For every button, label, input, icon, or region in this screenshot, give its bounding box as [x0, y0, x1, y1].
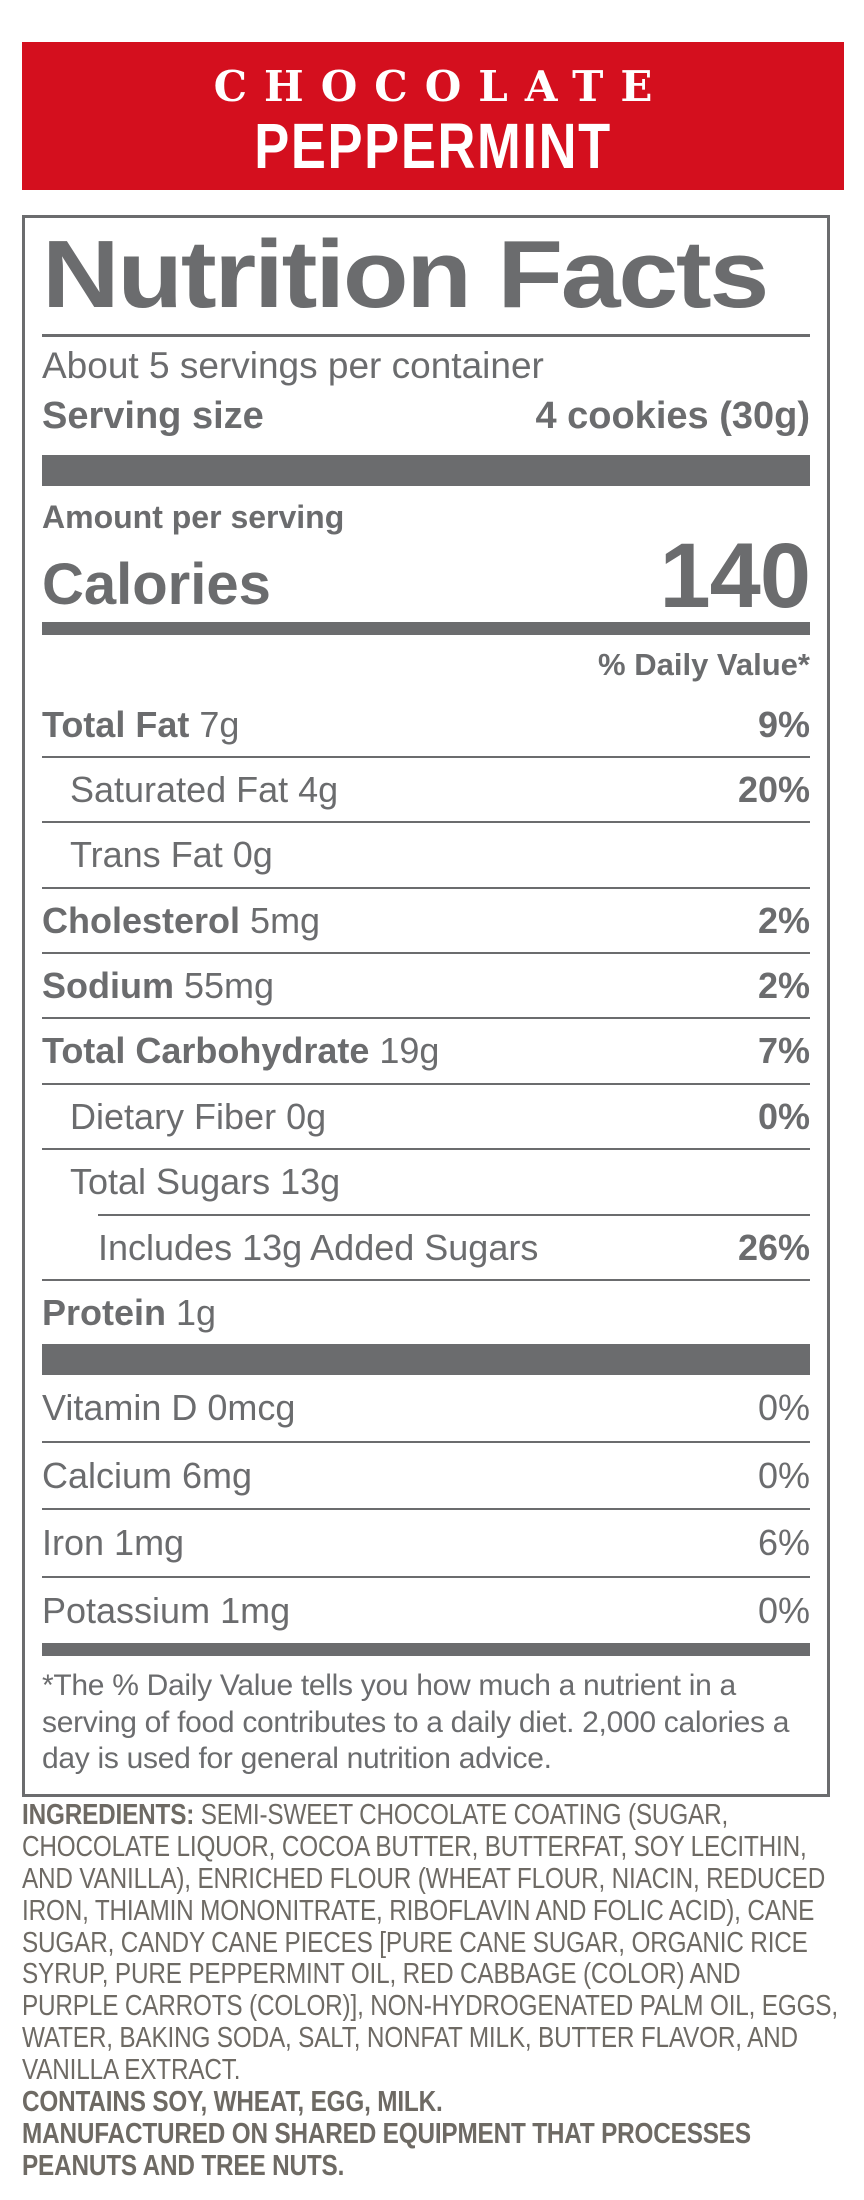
nutrient-daily-value: 2% [757, 965, 810, 1007]
calories-row: Calories 140 [42, 525, 811, 628]
vitamin-row: Calcium 6mg 0% [42, 1440, 810, 1508]
nutrient-name-amount: Cholesterol 5mg [42, 900, 320, 941]
nutrient-row: Saturated Fat 4g 20% [42, 755, 810, 821]
nutrient-amount: 0g [232, 834, 273, 876]
title-divider [42, 333, 810, 337]
nutrient-name-amount: Total Sugars 13g [42, 1161, 340, 1202]
nutrient-daily-value: 9% [757, 703, 810, 745]
nutrient-name-amount: Trans Fat 0g [42, 834, 273, 875]
nutrient-row: Sodium 55mg 2% [42, 952, 810, 1017]
vitamin-daily-value: 0% [757, 1387, 810, 1429]
nutrient-name-amount: Total Carbohydrate 19g [42, 1030, 439, 1071]
vitamin-amount: 1mg [114, 1522, 185, 1564]
nutrient-name-amount: Saturated Fat 4g [42, 769, 338, 810]
nutrient-name: Trans Fat [70, 834, 233, 876]
ingredients-label: INGREDIENTS: [22, 1799, 195, 1831]
nutrient-name-amount: Sodium 55mg [42, 965, 274, 1006]
nutrient-name: Includes 13g Added Sugars [98, 1226, 539, 1268]
nutrient-rows: Total Fat 7g 9% Saturated Fat 4g 20% Tra… [42, 693, 810, 1345]
nutrient-name: Total Fat [42, 703, 200, 745]
vitamin-daily-value: 6% [757, 1522, 810, 1564]
calories-label: Calories [42, 551, 271, 617]
vitamin-amount: 1mg [220, 1589, 291, 1631]
nutrient-daily-value: 20% [737, 768, 810, 810]
nutrient-row: Protein 1g [42, 1279, 810, 1344]
nutrient-name: Saturated Fat [70, 768, 299, 810]
vitamin-name: Potassium [42, 1589, 221, 1631]
ingredients-section: INGREDIENTS: SEMI-SWEET CHOCOLATE COATIN… [22, 1799, 843, 2183]
serving-size-value: 4 cookies (30g) [535, 395, 810, 438]
contains-statement: CONTAINS SOY, WHEAT, EGG, MILK. [22, 2086, 443, 2119]
ingredients-paragraph: INGREDIENTS: SEMI-SWEET CHOCOLATE COATIN… [22, 1799, 843, 2087]
nutrient-amount: 5mg [250, 899, 321, 941]
nutrient-row: Total Carbohydrate 19g 7% [42, 1017, 810, 1082]
nutrient-name-amount: Protein 1g [42, 1292, 216, 1333]
flavor-name-line1: CHOCOLATE [213, 62, 670, 111]
thick-separator-bar [42, 455, 810, 487]
vitamin-name: Iron [42, 1522, 115, 1564]
vitamin-name-amount: Calcium 6mg [42, 1455, 252, 1496]
vitamin-rows: Vitamin D 0mcg 0% Calcium 6mg 0% Iron 1m… [42, 1375, 810, 1643]
nutrient-amount: 0g [286, 1095, 327, 1137]
vitamin-daily-value: 0% [757, 1589, 810, 1631]
nutrient-name: Dietary Fiber [70, 1095, 287, 1137]
flavor-name-line2: PEPPERMINT [254, 110, 612, 182]
thick-separator-bar-2 [42, 1344, 810, 1376]
vitamin-name-amount: Iron 1mg [42, 1522, 184, 1563]
nutrition-facts-title: Nutrition Facts [42, 221, 769, 328]
nutrient-amount: 19g [379, 1030, 440, 1072]
allergen-notice: MANUFACTURED ON SHARED EQUIPMENT THAT PR… [22, 2117, 751, 2182]
nutrition-facts-panel: Nutrition Facts About 5 servings per con… [22, 215, 830, 1797]
vitamin-row: Vitamin D 0mcg 0% [42, 1375, 810, 1440]
daily-value-header: % Daily Value* [598, 646, 810, 682]
nutrient-name: Total Carbohydrate [42, 1030, 380, 1072]
medium-separator-bar-2 [42, 1642, 810, 1656]
nutrient-name: Protein [42, 1292, 177, 1334]
amount-per-serving-label: Amount per serving [42, 499, 345, 536]
nutrient-amount: 4g [298, 768, 339, 810]
nutrient-name: Sodium [42, 965, 184, 1007]
vitamin-amount: 6mg [182, 1454, 253, 1496]
nutrient-daily-value: 7% [757, 1030, 810, 1072]
vitamin-row: Potassium 1mg 0% [42, 1575, 810, 1643]
nutrient-row: Includes 13g Added Sugars 26% [42, 1216, 810, 1279]
nutrient-name-amount: Includes 13g Added Sugars [42, 1227, 538, 1268]
nutrient-row: Total Sugars 13g [42, 1148, 810, 1213]
medium-separator-bar [42, 621, 810, 635]
vitamin-name: Vitamin D [42, 1387, 208, 1429]
nutrient-daily-value: 26% [737, 1226, 810, 1268]
vitamin-name-amount: Vitamin D 0mcg [42, 1387, 295, 1428]
flavor-name-line2-wrap: PEPPERMINT [22, 108, 844, 178]
daily-value-footnote: *The % Daily Value tells you how much a … [42, 1668, 790, 1776]
servings-per-container: About 5 servings per container [42, 344, 544, 386]
serving-size-label: Serving size [42, 395, 264, 438]
nutrient-row: Dietary Fiber 0g 0% [42, 1082, 810, 1148]
nutrient-name-amount: Total Fat 7g [42, 704, 239, 745]
serving-size-row: Serving size 4 cookies (30g) [42, 395, 810, 439]
nutrient-name-amount: Dietary Fiber 0g [42, 1096, 326, 1137]
nutrient-name: Cholesterol [42, 899, 251, 941]
vitamin-amount: 0mcg [207, 1387, 296, 1429]
vitamin-row: Iron 1mg 6% [42, 1508, 810, 1575]
nutrient-row: Trans Fat 0g [42, 821, 810, 886]
nutrient-daily-value: 0% [757, 1095, 810, 1137]
flavor-banner: CHOCOLATE PEPPERMINT [22, 42, 844, 190]
nutrient-amount: 55mg [184, 965, 275, 1007]
nutrient-amount: 1g [176, 1292, 217, 1334]
nutrient-name: Total Sugars [70, 1161, 281, 1203]
vitamin-name: Calcium [42, 1454, 183, 1496]
vitamin-daily-value: 0% [757, 1454, 810, 1496]
nutrient-amount: 7g [199, 703, 240, 745]
indented-divider [98, 1213, 810, 1216]
calories-value: 140 [659, 525, 811, 628]
nutrient-amount: 13g [280, 1161, 341, 1203]
nutrition-facts-title-wrap: Nutrition Facts [42, 226, 810, 324]
ingredients-text: SEMI-SWEET CHOCOLATE COATING (SUGAR, CHO… [22, 1799, 838, 2087]
nutrient-row: Total Fat 7g 9% [42, 693, 810, 756]
nutrient-daily-value: 2% [757, 899, 810, 941]
vitamin-name-amount: Potassium 1mg [42, 1590, 290, 1631]
nutrient-row: Cholesterol 5mg 2% [42, 886, 810, 952]
